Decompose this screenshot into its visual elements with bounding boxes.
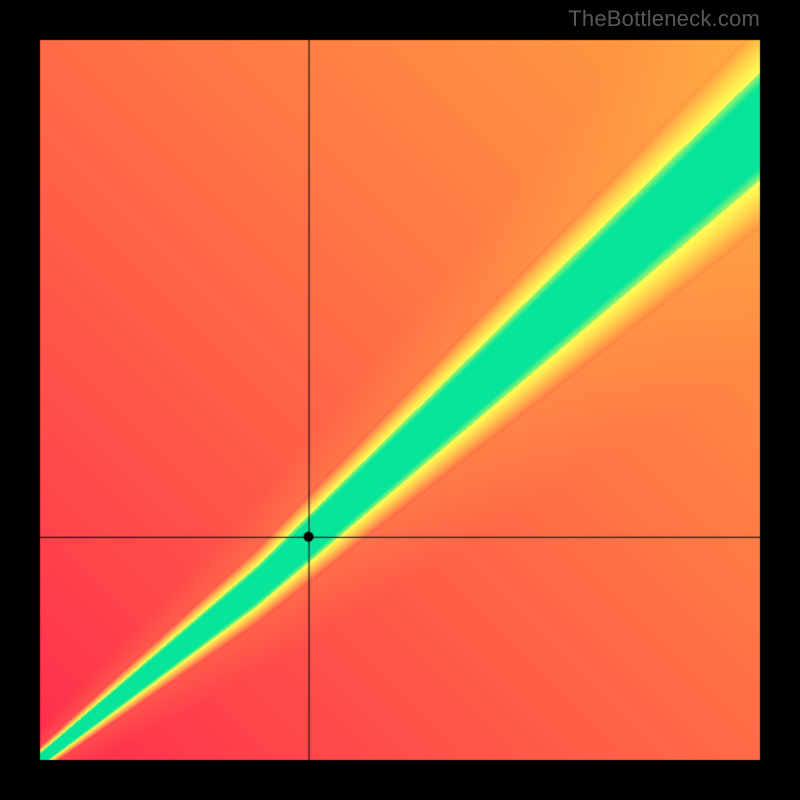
chart-container: TheBottleneck.com [0, 0, 800, 800]
bottleneck-heatmap [0, 0, 800, 800]
watermark-text: TheBottleneck.com [568, 6, 760, 32]
